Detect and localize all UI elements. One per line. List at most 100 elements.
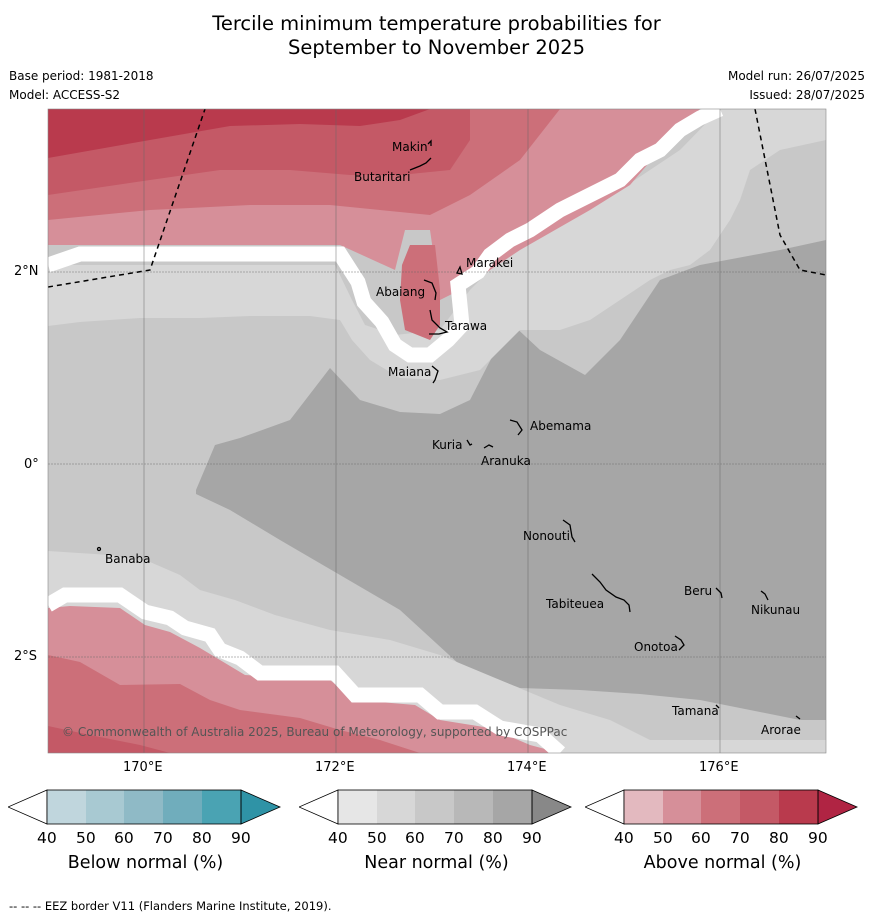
island-tarawa [429, 309, 449, 335]
island-banaba [96, 546, 102, 552]
island-aranuka [483, 444, 494, 449]
colorbar-below-normal [8, 789, 282, 825]
cbar-above-seg-4 [740, 790, 779, 824]
map-frame [47, 108, 827, 754]
cbar-near-seg-4 [454, 790, 493, 824]
above-normal-north-80-zone [48, 109, 430, 158]
above-normal-tarawa-60-zone [400, 245, 440, 340]
issued-text: Issued: 28/07/2025 [749, 88, 865, 102]
tick-below-80: 80 [192, 829, 212, 847]
meta-right: Model run: 26/07/2025 Issued: 28/07/2025 [728, 67, 865, 105]
cbar-near-seg-3 [415, 790, 454, 824]
island-butaritari [409, 157, 432, 171]
lat-tick-2s: 2°S [14, 649, 38, 664]
lon-tick-176e: 176°E [699, 760, 739, 775]
cbar-near-seg-1 [338, 790, 377, 824]
tick-near-60: 60 [405, 829, 425, 847]
eez-border-west [48, 109, 206, 288]
tick-near-90: 90 [522, 829, 542, 847]
chart-title: Tercile minimum temperature probabilitie… [0, 12, 873, 60]
copyright-text: © Commonwealth of Australia 2025, Bureau… [62, 725, 567, 739]
label-arorae: Arorae [761, 723, 801, 737]
label-butaritari: Butaritari [354, 170, 411, 184]
lon-tick-170e: 170°E [123, 760, 163, 775]
cbar-above-seg-5 [779, 790, 818, 824]
cbar-above-seg-2 [663, 790, 701, 824]
island-tabiteuea [591, 573, 631, 613]
cbar-near-arrow-high [531, 789, 573, 825]
near-normal-north-50-zone [48, 109, 826, 380]
island-arorae [795, 715, 801, 720]
colorbar-above-normal [585, 789, 859, 825]
cbar-below-seg-5 [202, 790, 241, 824]
title-line-2: September to November 2025 [287, 36, 586, 59]
island-beru [715, 587, 723, 599]
cbar-below-seg-1 [47, 790, 86, 824]
footer-note: -- -- -- EEZ border V11 (Flanders Marine… [9, 899, 332, 913]
white-band-north [48, 109, 724, 363]
colorbar-label-near: Near normal (%) [364, 853, 509, 873]
island-abemama [509, 419, 523, 436]
map-canvas: Makin Butaritari Marakei Abaiang Tarawa … [48, 109, 826, 753]
island-makin [427, 139, 432, 146]
island-abaiang [423, 279, 437, 301]
colorbar-label-above: Above normal (%) [643, 853, 802, 873]
label-onotoa: Onotoa [634, 640, 678, 654]
island-tamana [715, 704, 720, 709]
label-aranuka: Aranuka [481, 454, 531, 468]
island-nonouti [562, 519, 576, 543]
tick-near-40: 40 [328, 829, 348, 847]
label-tarawa: Tarawa [444, 319, 487, 333]
cbar-above-seg-1 [624, 790, 663, 824]
tick-above-80: 80 [769, 829, 789, 847]
lon-tick-174e: 174°E [507, 760, 547, 775]
base-period-text: Base period: 1981-2018 [9, 69, 154, 83]
tick-above-50: 50 [653, 829, 673, 847]
cbar-above-arrow-low [585, 789, 625, 825]
label-makin: Makin [392, 140, 428, 154]
tick-above-70: 70 [730, 829, 750, 847]
eez-border-east [754, 109, 826, 276]
near-normal-60-zone [196, 240, 826, 720]
tick-above-90: 90 [808, 829, 828, 847]
cbar-below-frame [46, 789, 242, 825]
colorbar-label-below: Below normal (%) [67, 853, 224, 873]
above-normal-south-60-zone [48, 655, 420, 753]
tick-below-40: 40 [37, 829, 57, 847]
place-labels: Makin Butaritari Marakei Abaiang Tarawa … [105, 140, 801, 737]
label-banaba: Banaba [105, 552, 151, 566]
cbar-above-seg-3 [701, 790, 740, 824]
tick-near-80: 80 [483, 829, 503, 847]
cbar-near-seg-2 [377, 790, 415, 824]
meta-left: Base period: 1981-2018 Model: ACCESS-S2 [9, 67, 154, 105]
eez-borders [48, 109, 826, 288]
cbar-below-arrow-low [8, 789, 48, 825]
island-nikunau [760, 590, 769, 601]
tick-above-40: 40 [614, 829, 634, 847]
cbar-below-seg-4 [163, 790, 202, 824]
grid-lines [48, 109, 826, 753]
tick-near-70: 70 [444, 829, 464, 847]
cbar-above-frame [623, 789, 819, 825]
cbar-near-frame [337, 789, 533, 825]
cbar-above-arrow-high [817, 789, 859, 825]
cbar-near-seg-5 [493, 790, 532, 824]
above-normal-south-70-zone [48, 726, 170, 753]
lon-tick-172e: 172°E [315, 760, 355, 775]
colorbar-near-normal [299, 789, 573, 825]
label-nonouti: Nonouti [523, 529, 570, 543]
title-line-1: Tercile minimum temperature probabilitie… [212, 12, 661, 35]
lat-tick-0: 0° [24, 457, 39, 472]
tick-above-60: 60 [691, 829, 711, 847]
island-marakei [456, 265, 463, 275]
cbar-near-arrow-low [299, 789, 339, 825]
label-abaiang: Abaiang [376, 285, 425, 299]
label-maiana: Maiana [388, 365, 431, 379]
model-run-text: Model run: 26/07/2025 [727, 69, 865, 83]
white-band-south [48, 587, 566, 753]
tick-below-50: 50 [76, 829, 96, 847]
island-outlines [96, 139, 801, 720]
lat-tick-2n: 2°N [14, 264, 39, 279]
island-kuria [466, 439, 473, 446]
